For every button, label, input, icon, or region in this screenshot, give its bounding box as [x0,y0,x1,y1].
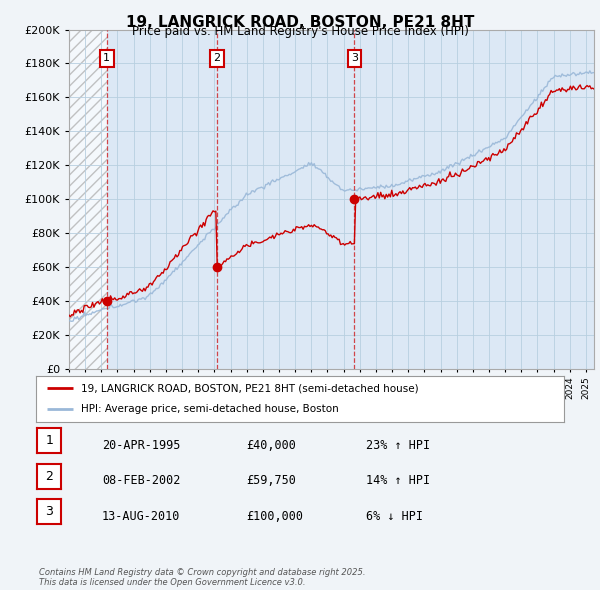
Text: 20-APR-1995: 20-APR-1995 [102,439,181,452]
Text: 13-AUG-2010: 13-AUG-2010 [102,510,181,523]
Text: 19, LANGRICK ROAD, BOSTON, PE21 8HT (semi-detached house): 19, LANGRICK ROAD, BOSTON, PE21 8HT (sem… [81,384,419,394]
Text: Price paid vs. HM Land Registry's House Price Index (HPI): Price paid vs. HM Land Registry's House … [131,25,469,38]
Text: 2: 2 [45,470,53,483]
Text: 1: 1 [45,434,53,447]
Text: HPI: Average price, semi-detached house, Boston: HPI: Average price, semi-detached house,… [81,404,338,414]
Text: £59,750: £59,750 [246,474,296,487]
Text: Contains HM Land Registry data © Crown copyright and database right 2025.
This d: Contains HM Land Registry data © Crown c… [39,568,365,587]
Text: £40,000: £40,000 [246,439,296,452]
Text: 1: 1 [103,53,110,63]
Text: 2: 2 [214,53,221,63]
Text: £100,000: £100,000 [246,510,303,523]
Text: 3: 3 [351,53,358,63]
Text: 14% ↑ HPI: 14% ↑ HPI [366,474,430,487]
Text: 23% ↑ HPI: 23% ↑ HPI [366,439,430,452]
Text: 19, LANGRICK ROAD, BOSTON, PE21 8HT: 19, LANGRICK ROAD, BOSTON, PE21 8HT [126,15,474,30]
Text: 08-FEB-2002: 08-FEB-2002 [102,474,181,487]
Text: 3: 3 [45,505,53,518]
Text: 6% ↓ HPI: 6% ↓ HPI [366,510,423,523]
